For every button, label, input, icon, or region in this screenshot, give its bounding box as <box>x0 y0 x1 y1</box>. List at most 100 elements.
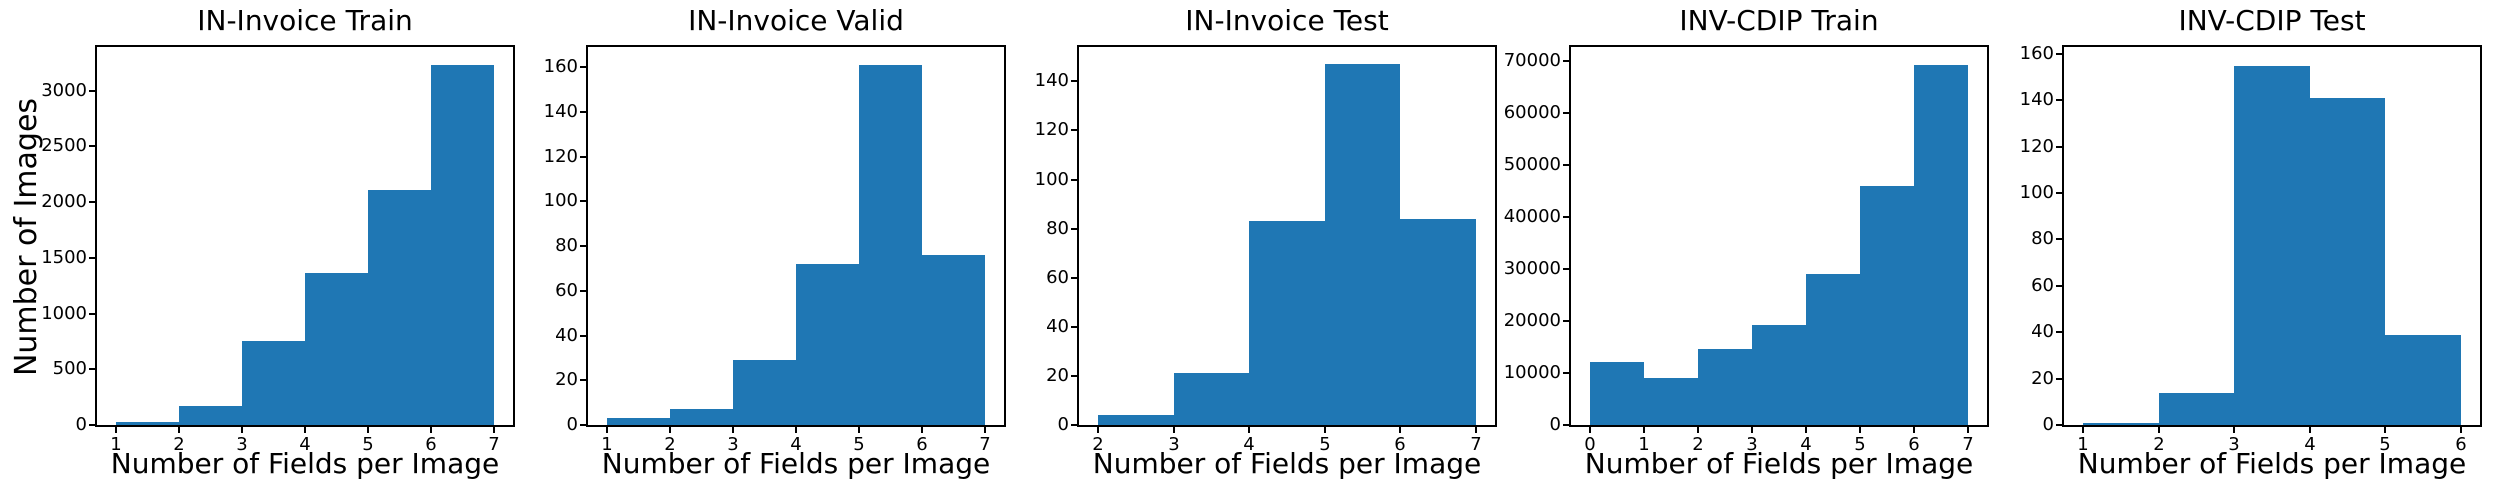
y-tick-label: 40 <box>555 325 578 346</box>
x-tick-mark <box>1248 427 1250 433</box>
x-tick-mark <box>178 427 180 433</box>
x-tick-mark <box>1805 427 1807 433</box>
y-tick-mark <box>2056 238 2062 240</box>
histogram-bar <box>1644 378 1698 425</box>
y-tick-mark <box>2056 53 2062 55</box>
histogram-bar <box>2234 66 2310 425</box>
x-tick-label: 4 <box>2304 434 2316 455</box>
x-tick-mark <box>1751 427 1753 433</box>
y-tick-mark <box>89 90 95 92</box>
chart-title: IN-Invoice Train <box>197 4 413 37</box>
x-tick-mark <box>858 427 860 433</box>
histogram-bar <box>179 406 242 425</box>
x-tick-mark <box>669 427 671 433</box>
y-tick-label: 0 <box>1057 414 1069 435</box>
x-tick-label: 4 <box>1243 434 1255 455</box>
y-tick-mark <box>89 424 95 426</box>
x-tick-label: 2 <box>1092 434 1104 455</box>
x-tick-label: 5 <box>1854 434 1866 455</box>
x-tick-mark <box>1697 427 1699 433</box>
y-tick-mark <box>1563 60 1569 62</box>
histogram-bar <box>2385 335 2461 425</box>
y-tick-mark <box>1071 424 1077 426</box>
histogram-bar <box>1752 325 1806 425</box>
x-tick-label: 7 <box>979 434 991 455</box>
y-tick-label: 2000 <box>41 191 87 212</box>
y-tick-label: 40 <box>1046 316 1069 337</box>
y-tick-mark <box>580 200 586 202</box>
chart-title: IN-Invoice Test <box>1185 4 1389 37</box>
plot-area <box>1569 45 1989 427</box>
histogram-bar <box>2083 423 2159 425</box>
y-tick-mark <box>2056 146 2062 148</box>
x-tick-label: 1 <box>110 434 122 455</box>
y-tick-label: 100 <box>1034 169 1069 190</box>
x-tick-label: 7 <box>1470 434 1482 455</box>
y-tick-label: 60 <box>1046 267 1069 288</box>
y-tick-label: 60000 <box>1503 102 1561 123</box>
y-tick-label: 160 <box>2019 43 2054 64</box>
x-axis-label: Number of Fields per Image <box>110 447 500 480</box>
x-tick-label: 7 <box>488 434 500 455</box>
y-tick-label: 140 <box>2019 89 2054 110</box>
x-tick-label: 3 <box>1168 434 1180 455</box>
x-tick-label: 3 <box>2228 434 2240 455</box>
y-tick-mark <box>1071 129 1077 131</box>
y-tick-label: 80 <box>1046 218 1069 239</box>
x-tick-label: 5 <box>362 434 374 455</box>
histogram-bar <box>1914 65 1968 425</box>
x-tick-mark <box>1967 427 1969 433</box>
chart-title: IN-Invoice Valid <box>688 4 904 37</box>
x-tick-mark <box>606 427 608 433</box>
y-tick-label: 160 <box>543 56 578 77</box>
x-tick-label: 5 <box>1319 434 1331 455</box>
x-tick-label: 4 <box>790 434 802 455</box>
histogram-bar <box>796 264 859 425</box>
x-tick-label: 7 <box>1962 434 1974 455</box>
histogram-bar <box>859 65 922 425</box>
x-tick-mark <box>1913 427 1915 433</box>
histogram-bar <box>1325 64 1400 425</box>
y-tick-label: 20 <box>1046 365 1069 386</box>
histogram-bar <box>1249 221 1325 425</box>
x-tick-mark <box>2082 427 2084 433</box>
y-tick-label: 120 <box>543 146 578 167</box>
y-tick-label: 0 <box>566 414 578 435</box>
y-tick-mark <box>580 156 586 158</box>
x-tick-mark <box>1173 427 1175 433</box>
x-tick-mark <box>1097 427 1099 433</box>
y-tick-label: 2500 <box>41 135 87 156</box>
x-tick-mark <box>241 427 243 433</box>
y-tick-mark <box>580 111 586 113</box>
y-tick-mark <box>1563 372 1569 374</box>
histogram-bar <box>1698 349 1752 425</box>
y-tick-label: 80 <box>2031 228 2054 249</box>
y-tick-mark <box>1563 112 1569 114</box>
y-tick-mark <box>1071 326 1077 328</box>
y-tick-label: 0 <box>1549 414 1561 435</box>
y-tick-mark <box>580 335 586 337</box>
y-tick-mark <box>580 424 586 426</box>
y-tick-mark <box>2056 99 2062 101</box>
chart-title: INV-CDIP Train <box>1679 4 1879 37</box>
histogram-bar <box>922 255 985 425</box>
x-tick-mark <box>115 427 117 433</box>
y-tick-mark <box>580 66 586 68</box>
x-tick-label: 6 <box>916 434 928 455</box>
x-tick-mark <box>2309 427 2311 433</box>
y-tick-mark <box>1563 268 1569 270</box>
plot-area <box>1077 45 1497 427</box>
y-tick-label: 20 <box>555 369 578 390</box>
x-tick-mark <box>367 427 369 433</box>
histogram-bar <box>305 273 368 425</box>
y-tick-mark <box>1563 424 1569 426</box>
y-tick-mark <box>2056 192 2062 194</box>
histogram-bar <box>116 422 179 425</box>
x-tick-mark <box>2384 427 2386 433</box>
x-tick-mark <box>1589 427 1591 433</box>
y-tick-mark <box>580 290 586 292</box>
y-tick-label: 10000 <box>1503 362 1561 383</box>
x-tick-mark <box>1859 427 1861 433</box>
y-tick-label: 40 <box>2031 321 2054 342</box>
y-tick-mark <box>89 368 95 370</box>
